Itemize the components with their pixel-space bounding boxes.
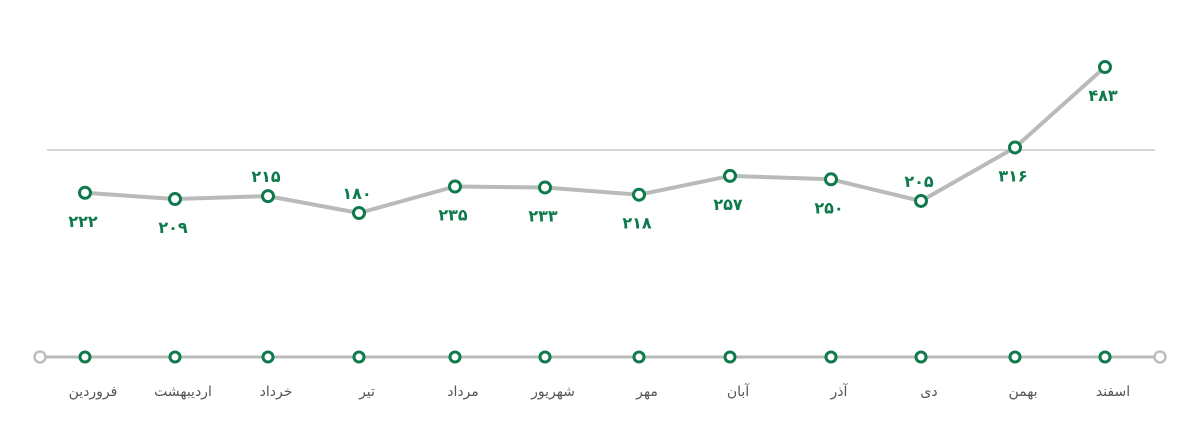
- month-label: مهر: [635, 384, 658, 400]
- value-label: ۲۰۵: [904, 172, 934, 191]
- value-label: ۲۳۳: [528, 206, 558, 225]
- series-line: [83, 65, 1107, 215]
- value-label: ۲۵۰: [814, 198, 843, 217]
- month-label: آذر: [830, 383, 849, 400]
- axis-tick-marker: [723, 350, 737, 364]
- value-label: ۳۱۶: [998, 166, 1027, 185]
- data-point: [448, 179, 462, 194]
- data-point: [723, 168, 737, 183]
- axis-tick-marker: [914, 350, 928, 364]
- month-label: خرداد: [260, 384, 293, 400]
- axis-tick-marker: [261, 350, 275, 364]
- data-point: [168, 192, 182, 207]
- axis-tick-marker: [632, 350, 646, 364]
- axis-end-cap: [1153, 350, 1167, 364]
- month-label: شهریور: [530, 384, 575, 400]
- value-label: ۲۱۵: [251, 167, 281, 186]
- value-label: ۴۸۳: [1088, 86, 1118, 105]
- data-point: [538, 180, 552, 195]
- axis-tick-marker: [448, 350, 462, 364]
- month-label: مرداد: [447, 384, 479, 400]
- axis-tick-marker: [1098, 350, 1112, 364]
- axis-start-cap: [33, 350, 47, 364]
- data-point: [914, 193, 928, 208]
- month-label: فروردین: [69, 384, 118, 400]
- data-point: [1098, 60, 1112, 75]
- month-label: بهمن: [1008, 384, 1037, 400]
- axis-tick-marker: [538, 350, 552, 364]
- axis-tick-marker: [824, 350, 838, 364]
- month-label: آبان: [727, 383, 750, 400]
- data-point: [352, 206, 366, 220]
- axis-tick-marker: [352, 350, 366, 364]
- value-label: ۲۵۷: [713, 195, 743, 214]
- month-label: تیر: [358, 384, 375, 400]
- month-label: اسفند: [1096, 384, 1130, 400]
- axis-tick-marker: [168, 350, 182, 364]
- data-point: [78, 185, 92, 200]
- axis-tick-marker: [78, 350, 92, 364]
- value-label: ۲۲۲: [68, 212, 98, 231]
- month-label: دی: [920, 384, 937, 400]
- value-label: ۲۳۵: [438, 206, 468, 225]
- value-label: ۱۸۰: [342, 184, 371, 203]
- axis-tick-marker: [1008, 350, 1022, 364]
- data-point: [261, 189, 275, 204]
- data-point: [824, 172, 838, 187]
- value-label: ۲۰۹: [158, 218, 188, 237]
- data-point: [1008, 140, 1022, 155]
- value-label: ۲۱۸: [622, 214, 652, 233]
- month-label: اردیبهشت: [154, 384, 212, 400]
- data-point: [632, 187, 646, 202]
